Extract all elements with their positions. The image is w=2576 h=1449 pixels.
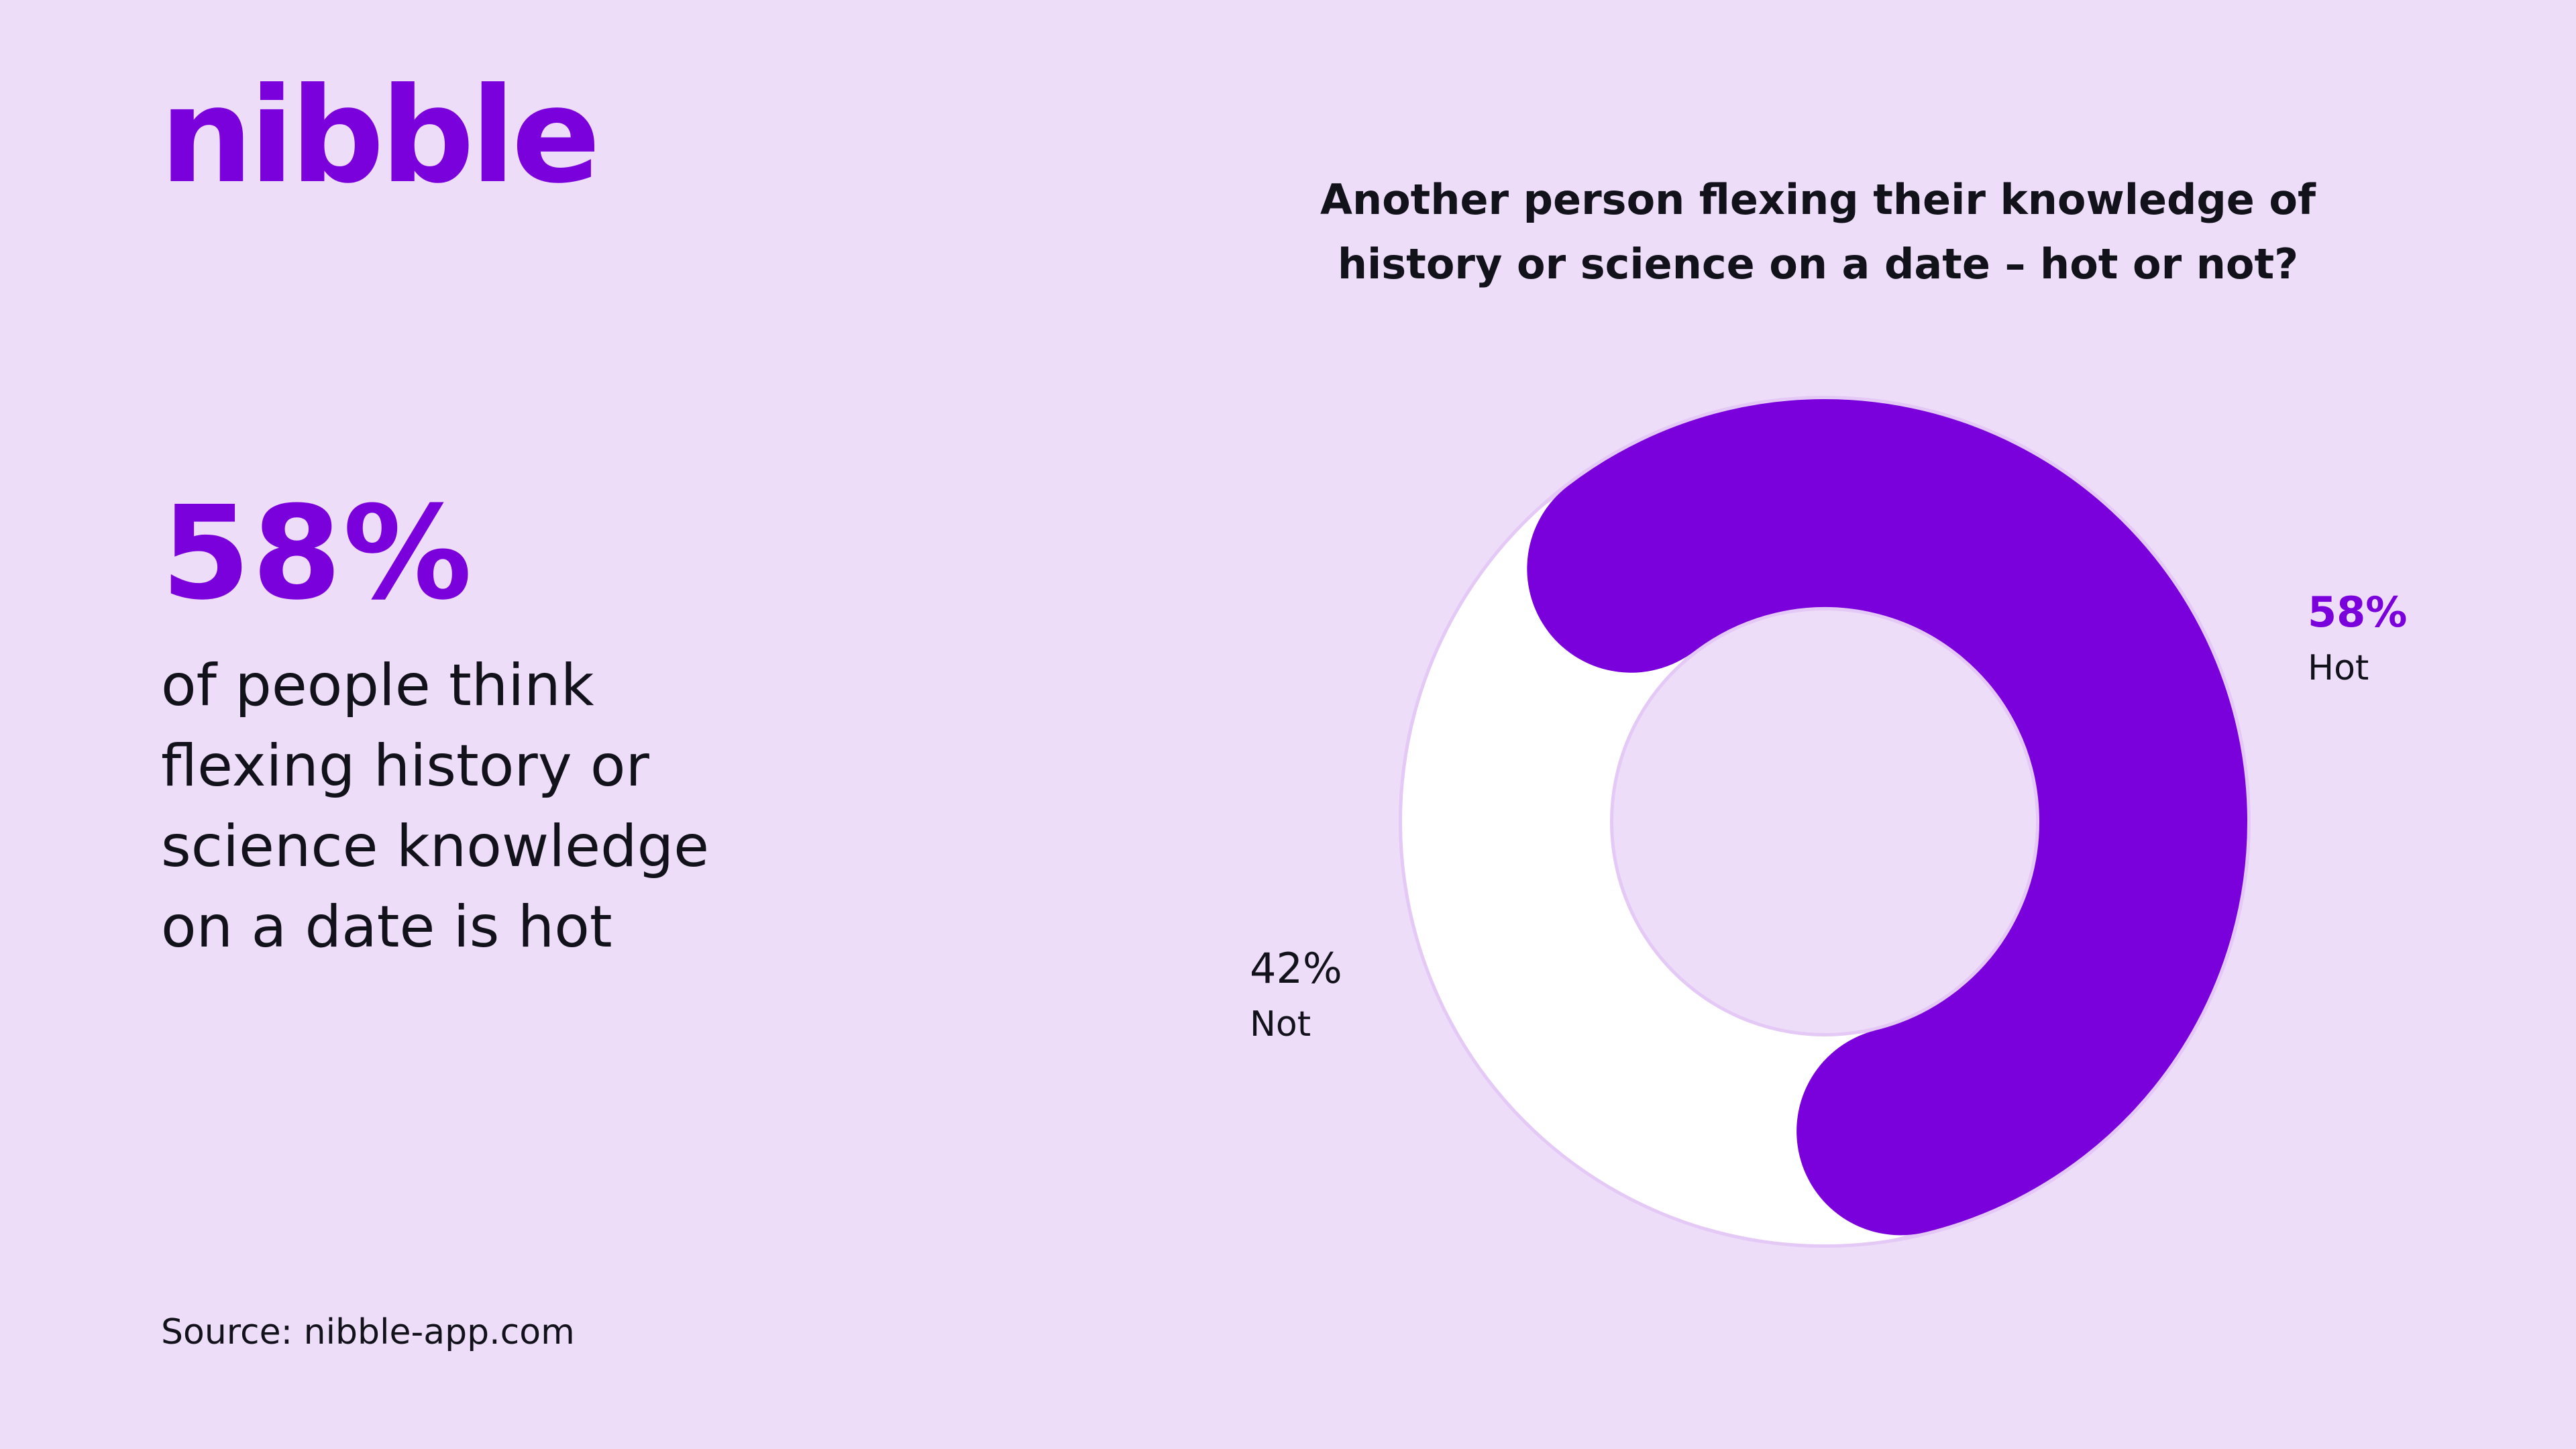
slice-label-hot: 58% Hot: [2308, 592, 2407, 686]
chart-title: Another person flexing their knowledge o…: [1320, 175, 2316, 288]
slice-label-not: 42% Not: [1250, 948, 1342, 1042]
donut-slice-hot: [1527, 399, 2247, 1236]
slice-label-hot-name: Hot: [2308, 648, 2369, 688]
slice-label-hot-value: 58%: [2308, 588, 2408, 637]
headline-text: of people think flexing history or scien…: [161, 652, 710, 961]
headline-stat: 58%: [161, 479, 474, 629]
nibble-logo: nibble: [160, 60, 600, 213]
slice-label-not-name: Not: [1250, 1004, 1311, 1044]
donut-slice-not: [1402, 483, 1977, 1244]
slice-label-not-value: 42%: [1250, 944, 1342, 993]
source-note: Source: nibble-app.com: [161, 1312, 575, 1352]
